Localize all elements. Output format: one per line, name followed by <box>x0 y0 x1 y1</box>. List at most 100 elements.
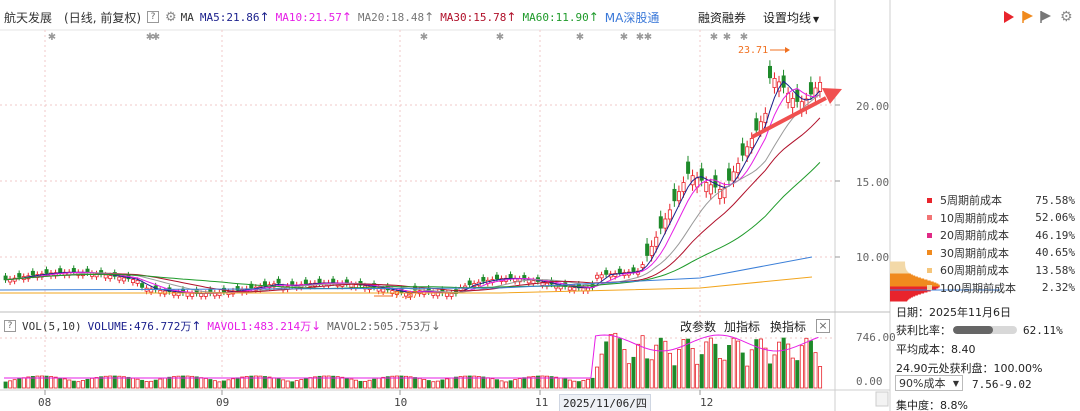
add-indicator-button[interactable]: 加指标 <box>724 320 761 334</box>
candle-body <box>749 138 754 148</box>
volume-bar <box>35 375 40 389</box>
volume-bar <box>499 380 504 389</box>
volume-bar <box>649 359 654 389</box>
candle-body <box>677 191 682 202</box>
candle-body <box>94 273 99 278</box>
volume-bar <box>667 352 672 389</box>
set-ma-link[interactable]: 设置均线 ▼ <box>763 9 819 26</box>
vol-indicator-label[interactable]: VOL(5,10) <box>22 319 82 333</box>
volume-bar <box>754 339 759 389</box>
x-tick-08: 08 <box>38 396 52 409</box>
color-swatch <box>927 285 932 290</box>
volume-bar <box>572 380 577 389</box>
volume-bar <box>240 376 245 389</box>
volume-bar <box>790 357 795 389</box>
mavol1-value: MAVOL1:483.214万 <box>207 320 312 333</box>
event-marker-icon: ✱ <box>644 32 652 43</box>
volume-bar <box>795 360 800 389</box>
candle-body <box>262 281 267 286</box>
chevron-down-icon: ▼ <box>952 378 959 388</box>
candle-body <box>467 280 472 286</box>
help-icon[interactable]: ? <box>4 320 16 332</box>
ma60-arrow-icon: ↑ <box>588 10 599 24</box>
volume-bar <box>299 379 304 389</box>
candle-body <box>808 82 813 95</box>
cost-row-percent: 2.32% <box>1041 281 1075 294</box>
volume-bar <box>303 378 308 389</box>
volume-bar <box>654 344 659 389</box>
candle-body <box>103 274 108 279</box>
cost-row-label: 100周期前成本 <box>940 281 1016 295</box>
volume-header: ? VOL(5,10) VOLUME:476.772万 ↑ MAVOL1:483… <box>4 318 447 334</box>
volume-bar <box>517 378 522 389</box>
volume-bar <box>808 340 813 389</box>
volume-bar <box>463 375 468 389</box>
volume-bar <box>554 376 559 389</box>
settings-gear-icon[interactable]: ⚙ <box>1060 9 1073 25</box>
set-ma-label: 设置均线 <box>763 11 812 25</box>
volume-bar <box>181 375 186 389</box>
event-marker-icon: ✱ <box>576 32 584 43</box>
volume-bar <box>513 379 518 389</box>
help-icon[interactable]: ? <box>147 11 160 23</box>
gear-icon[interactable]: ⚙ <box>165 9 177 25</box>
volume-bar <box>617 338 622 389</box>
volume-bar <box>322 375 327 389</box>
volume-bar <box>331 375 336 389</box>
volume-bar <box>349 378 354 389</box>
candle-body <box>604 270 609 275</box>
cost-percent-select[interactable]: 90%成本 ▼ <box>895 375 963 391</box>
flag-gray-icon[interactable] <box>1040 10 1052 27</box>
edit-params-button[interactable]: 改参数 <box>680 320 717 334</box>
volume-bar <box>12 379 17 389</box>
candle-body <box>613 273 618 277</box>
volume-bar <box>422 378 427 389</box>
volume-bar <box>153 379 158 389</box>
play-icon[interactable] <box>1003 10 1015 27</box>
volume-bar <box>335 376 340 389</box>
scroll-button <box>875 391 889 407</box>
candle-body <box>30 270 35 276</box>
candle-body <box>44 269 49 274</box>
volume-bar <box>708 337 713 389</box>
volume-bar <box>17 378 22 389</box>
candle-body <box>317 278 322 284</box>
cost-row-label: 10周期前成本 <box>940 211 1009 225</box>
ma-sgt-link[interactable]: MA深股通 <box>604 10 660 25</box>
volume-bar <box>312 376 317 389</box>
candle-body <box>572 287 577 291</box>
candle-body <box>777 81 782 92</box>
volume-bar <box>818 366 823 389</box>
candle-body <box>108 275 113 280</box>
event-marker-icon: ✱ <box>152 32 160 43</box>
candle-body <box>276 278 281 284</box>
candle-body <box>481 276 486 282</box>
candle-body <box>704 182 709 193</box>
volume-bar <box>522 377 527 389</box>
volume-bar <box>758 338 763 389</box>
ma20-value: MA20:18.48 <box>357 10 425 24</box>
volume-bar <box>490 378 495 389</box>
event-marker-icon: ✱ <box>710 32 718 43</box>
flag-icon[interactable] <box>1022 10 1034 27</box>
volume-bar <box>681 339 686 389</box>
volume-bar <box>658 337 663 389</box>
volume-bar <box>772 354 777 389</box>
ma-line <box>5 117 821 293</box>
volume-bar <box>508 380 513 389</box>
stock-name[interactable]: 航天发展 <box>4 10 53 25</box>
switch-indicator-button[interactable]: 换指标 <box>770 320 807 334</box>
volume-bar <box>799 345 804 389</box>
color-swatch <box>927 215 932 220</box>
candle-body <box>818 82 823 92</box>
margin-trading-link[interactable]: 融资融券 <box>698 11 747 25</box>
volume-bar <box>344 377 349 389</box>
close-icon[interactable]: × <box>816 319 830 333</box>
volume-bar <box>62 378 67 389</box>
cost-row-label: 60周期前成本 <box>940 264 1009 277</box>
high-price-label: 23.71 <box>738 45 769 56</box>
candle-body <box>754 118 759 131</box>
volume-tick-bottom: 0.00 <box>856 375 883 388</box>
event-marker-icon: ✱ <box>420 32 428 43</box>
